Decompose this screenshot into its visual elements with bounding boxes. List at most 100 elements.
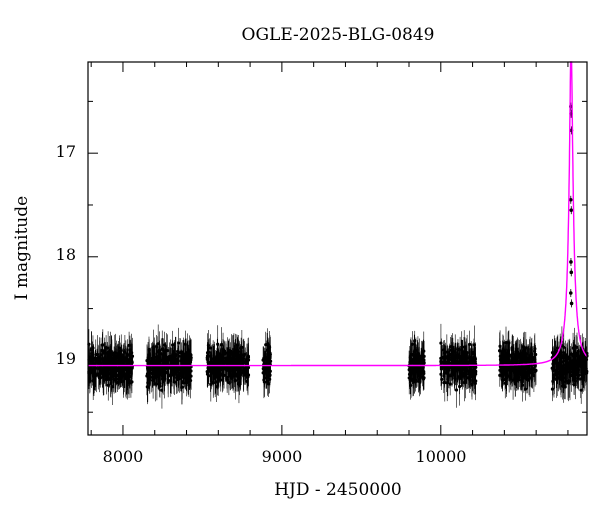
data-point — [264, 343, 268, 347]
data-point — [268, 377, 272, 381]
data-point — [500, 368, 504, 373]
data-point — [468, 342, 472, 346]
plot-area — [87, 61, 589, 436]
y-tick-label: 17 — [56, 142, 76, 161]
data-point — [156, 350, 160, 354]
data-point — [172, 380, 177, 384]
data-point — [243, 368, 247, 372]
data-point — [175, 368, 179, 372]
data-point — [265, 348, 270, 352]
data-point — [189, 355, 193, 360]
data-point — [129, 366, 133, 370]
data-point — [150, 360, 154, 365]
data-point — [524, 355, 528, 360]
data-point — [169, 373, 173, 378]
data-point — [219, 372, 223, 376]
axis-ticks — [88, 62, 587, 435]
data-point — [116, 373, 120, 378]
data-point — [110, 385, 115, 389]
data-point — [558, 355, 562, 359]
data-point — [180, 385, 184, 389]
data-point — [268, 355, 272, 359]
data-point — [413, 339, 417, 343]
data-point — [453, 350, 457, 354]
data-point — [267, 345, 272, 349]
data-point — [124, 376, 128, 380]
data-point — [408, 355, 412, 360]
data-point — [414, 358, 419, 362]
data-point — [550, 387, 555, 391]
data-point — [529, 359, 533, 364]
data-point — [573, 367, 577, 371]
data-point — [217, 360, 221, 364]
data-point — [512, 366, 516, 370]
x-tick-label: 10000 — [416, 447, 467, 466]
data-point — [472, 343, 476, 347]
data-point — [450, 352, 454, 356]
data-point — [534, 368, 538, 373]
data-point — [579, 388, 583, 392]
event-point — [569, 301, 574, 306]
data-point — [127, 374, 131, 379]
data-point — [421, 361, 425, 365]
data-point — [518, 372, 522, 376]
data-point — [182, 354, 186, 358]
data-point — [555, 362, 559, 366]
data-point — [413, 375, 417, 379]
data-point — [572, 361, 576, 365]
data-point — [222, 352, 227, 356]
data-point — [422, 376, 426, 380]
data-point — [456, 347, 460, 351]
data-point — [160, 388, 164, 392]
data-point — [463, 379, 468, 383]
data-point — [552, 373, 556, 377]
x-tick-label: 8000 — [103, 447, 144, 466]
data-point — [572, 377, 576, 382]
data-point — [510, 369, 514, 373]
data-point — [102, 369, 106, 373]
y-tick-label: 18 — [56, 245, 76, 264]
data-point — [237, 358, 241, 363]
data-point — [111, 368, 115, 372]
data-point — [498, 349, 502, 353]
data-point — [421, 354, 425, 359]
data-point — [504, 369, 508, 374]
season-points — [407, 330, 426, 400]
data-point — [246, 365, 251, 370]
data-point — [119, 368, 123, 372]
data-point — [87, 372, 92, 376]
data-point — [214, 385, 219, 389]
season-points — [87, 329, 135, 405]
data-point — [216, 379, 220, 383]
data-point — [445, 350, 449, 354]
data-point — [443, 381, 447, 385]
data-point — [501, 349, 505, 353]
data-point — [465, 356, 469, 360]
data-point — [410, 369, 414, 374]
data-point — [178, 350, 183, 355]
data-point — [562, 359, 566, 363]
data-points — [87, 102, 589, 409]
data-point — [187, 351, 191, 355]
data-point — [516, 375, 521, 380]
data-point — [117, 359, 121, 363]
data-point — [110, 360, 114, 364]
data-point — [580, 360, 584, 364]
data-point — [471, 373, 476, 377]
data-point — [413, 348, 417, 352]
data-point — [161, 356, 166, 360]
data-point — [160, 377, 165, 381]
data-point — [458, 367, 462, 372]
data-point — [180, 369, 184, 373]
event-point — [569, 260, 573, 264]
data-point — [464, 359, 468, 363]
data-point — [418, 375, 422, 379]
data-point — [442, 355, 447, 359]
data-point — [153, 366, 158, 370]
data-point — [498, 357, 503, 362]
data-point — [552, 360, 556, 364]
season-points — [145, 324, 193, 409]
data-point — [460, 356, 464, 361]
data-point — [521, 349, 526, 353]
